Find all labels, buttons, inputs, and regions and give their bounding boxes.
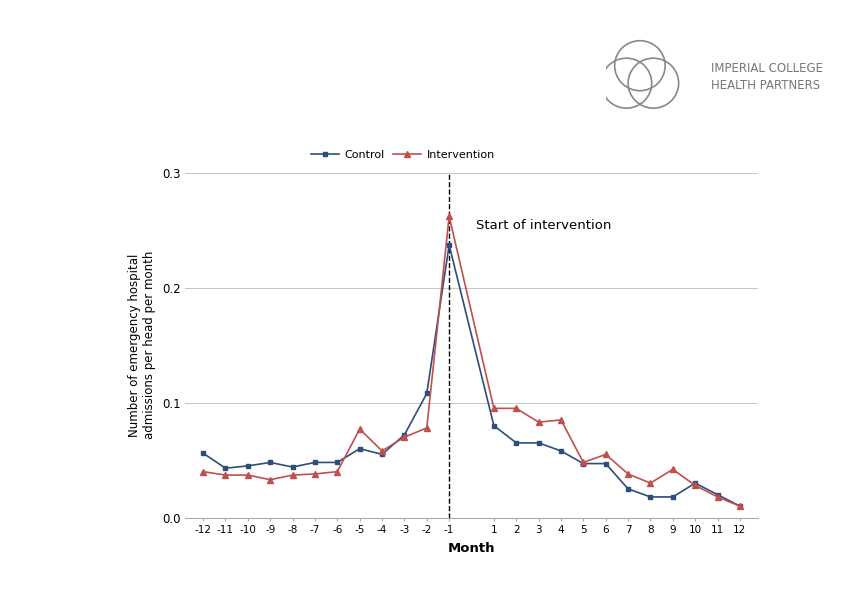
Line: Control: Control [200, 243, 743, 509]
Control [534, 439, 544, 446]
Control [198, 450, 208, 457]
Intervention [556, 416, 566, 424]
Intervention [242, 471, 253, 478]
Intervention [288, 471, 298, 478]
Intervention [377, 447, 387, 455]
Control [556, 447, 566, 455]
Control [690, 480, 701, 487]
Line: Intervention: Intervention [200, 213, 743, 509]
Intervention [310, 471, 320, 478]
Control [310, 459, 320, 466]
Control [333, 459, 343, 466]
Y-axis label: Number of emergency hospital
admissions per head per month: Number of emergency hospital admissions … [128, 251, 157, 439]
Control [623, 486, 633, 493]
Intervention [668, 466, 678, 473]
Intervention [646, 480, 656, 487]
Control [354, 445, 365, 452]
Control [242, 462, 253, 469]
Intervention [534, 419, 544, 426]
Control [511, 439, 521, 446]
Intervention [354, 425, 365, 433]
Text: Start of intervention: Start of intervention [476, 218, 611, 231]
Intervention [623, 471, 633, 478]
Control [646, 493, 656, 500]
Control [668, 493, 678, 500]
Intervention [444, 212, 454, 220]
Intervention [333, 468, 343, 475]
Intervention [735, 503, 745, 510]
Intervention [198, 468, 208, 475]
Text: IMPERIAL COLLEGE
HEALTH PARTNERS: IMPERIAL COLLEGE HEALTH PARTNERS [711, 62, 823, 92]
Intervention [690, 482, 701, 489]
Legend: Control, Intervention: Control, Intervention [311, 150, 495, 160]
Intervention [265, 476, 275, 483]
Control [578, 460, 589, 467]
Control [600, 460, 610, 467]
Intervention [489, 405, 499, 412]
Intervention [712, 493, 722, 500]
Control [221, 465, 231, 472]
Intervention [578, 459, 589, 466]
Control [377, 451, 387, 458]
Control [265, 459, 275, 466]
Control [444, 242, 454, 249]
Intervention [399, 434, 409, 441]
Control [422, 390, 432, 397]
Control [288, 464, 298, 471]
Control [712, 491, 722, 498]
Control [399, 431, 409, 439]
Control [735, 503, 745, 510]
Intervention [600, 451, 610, 458]
Control [489, 422, 499, 429]
X-axis label: Month: Month [448, 542, 495, 555]
Intervention [221, 471, 231, 478]
Intervention [422, 424, 432, 431]
Intervention [511, 405, 521, 412]
